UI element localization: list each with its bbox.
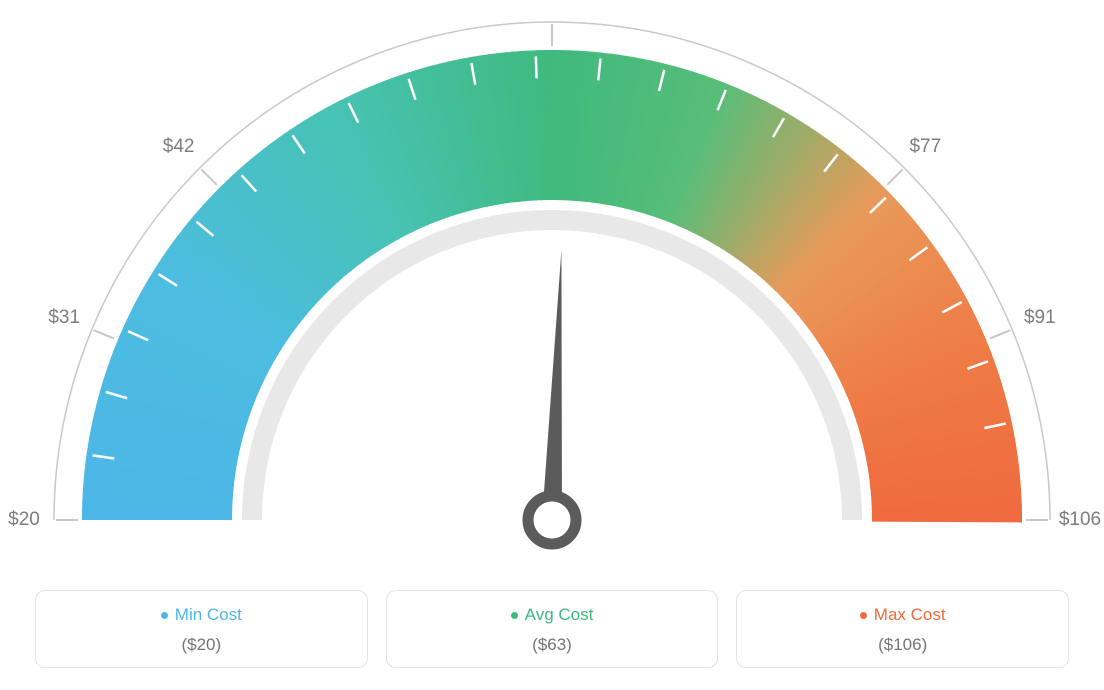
legend-title-avg: Avg Cost	[511, 605, 594, 625]
gauge-tick-label: $42	[163, 136, 195, 158]
bullet-icon	[161, 612, 168, 619]
legend-label: Max Cost	[874, 605, 946, 625]
gauge-area: $20 $31 $42 $63 $77 $91 $106	[0, 0, 1104, 570]
legend-title-min: Min Cost	[161, 605, 242, 625]
gauge-tick-label: $20	[8, 509, 40, 531]
bullet-icon	[511, 612, 518, 619]
cost-gauge-widget: $20 $31 $42 $63 $77 $91 $106 Min Cost ($20) Av…	[0, 0, 1104, 690]
gauge-tick-label: $63	[536, 0, 568, 1]
gauge-tick-label: $31	[48, 307, 80, 329]
gauge-tick-label: $106	[1059, 509, 1101, 531]
legend-label: Min Cost	[175, 605, 242, 625]
gauge-tick-label: $91	[1024, 307, 1056, 329]
gauge-svg	[0, 0, 1104, 570]
legend-value-max: ($106)	[745, 635, 1060, 655]
legend-card-avg: Avg Cost ($63)	[386, 590, 719, 668]
legend-title-max: Max Cost	[860, 605, 946, 625]
legend-card-min: Min Cost ($20)	[35, 590, 368, 668]
legend-label: Avg Cost	[525, 605, 594, 625]
legend-card-max: Max Cost ($106)	[736, 590, 1069, 668]
legend-row: Min Cost ($20) Avg Cost ($63) Max Cost (…	[35, 590, 1069, 668]
gauge-tick-label: $77	[909, 136, 941, 158]
bullet-icon	[860, 612, 867, 619]
legend-value-avg: ($63)	[395, 635, 710, 655]
legend-value-min: ($20)	[44, 635, 359, 655]
